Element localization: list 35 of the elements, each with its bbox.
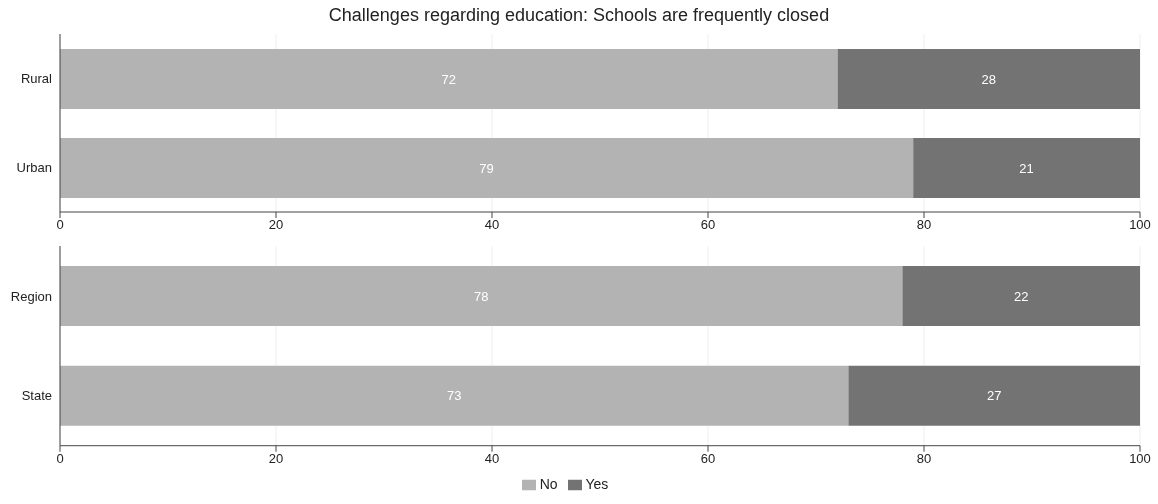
bar bbox=[60, 266, 903, 326]
data-label: 21 bbox=[1019, 160, 1034, 176]
y-tick-label: Rural bbox=[20, 71, 53, 87]
x-tick-label: 60 bbox=[700, 217, 716, 233]
bar bbox=[837, 49, 1140, 109]
data-label: 78 bbox=[473, 288, 489, 304]
bar bbox=[913, 138, 1140, 198]
x-tick-label: 80 bbox=[916, 217, 932, 233]
data-label: 72 bbox=[441, 71, 457, 87]
data-label: 79 bbox=[479, 160, 494, 176]
data-label: 22 bbox=[1013, 288, 1029, 304]
x-tick-label: 20 bbox=[268, 217, 284, 233]
x-tick-label: 20 bbox=[268, 450, 284, 466]
bar bbox=[60, 365, 849, 426]
bar bbox=[902, 266, 1140, 326]
x-tick-label: 40 bbox=[484, 217, 500, 233]
x-tick-label: 40 bbox=[484, 450, 500, 466]
x-tick-label: 100 bbox=[1129, 450, 1151, 466]
x-tick-label: 100 bbox=[1129, 217, 1151, 233]
data-label: 28 bbox=[981, 71, 997, 87]
bar bbox=[848, 365, 1140, 426]
data-label: 73 bbox=[446, 388, 462, 404]
bar bbox=[60, 138, 914, 198]
x-tick-label: 60 bbox=[700, 450, 716, 466]
y-tick-label: State bbox=[21, 388, 52, 404]
chart-title: Challenges regarding education: Schools are frequently closed bbox=[327, 4, 831, 27]
x-tick-label: 0 bbox=[56, 450, 64, 466]
bar bbox=[60, 49, 838, 109]
data-label: 27 bbox=[986, 388, 1002, 404]
x-tick-label: 0 bbox=[56, 217, 64, 233]
legend-label: Yes bbox=[585, 475, 609, 492]
x-tick-label: 80 bbox=[916, 450, 932, 466]
y-tick-label: Urban bbox=[16, 160, 52, 176]
y-tick-label: Region bbox=[10, 288, 52, 304]
legend-label: No bbox=[539, 475, 558, 492]
